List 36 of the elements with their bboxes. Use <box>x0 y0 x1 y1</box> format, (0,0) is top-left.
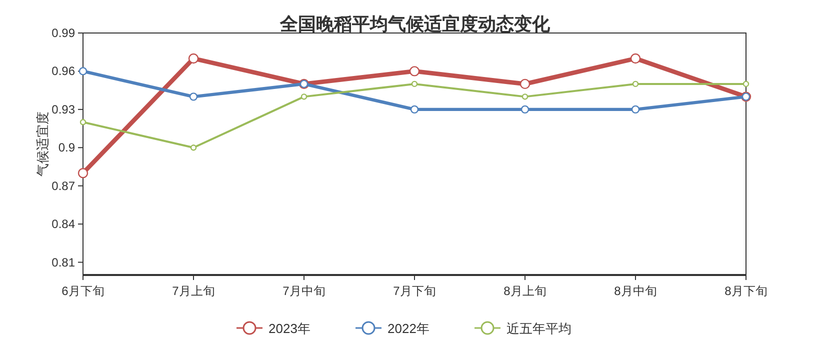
y-axis-title: 气候适宜度 <box>35 112 50 176</box>
point <box>80 119 86 126</box>
y-tick-label: 0.93 <box>52 102 76 116</box>
y-tick-label: 0.81 <box>52 255 76 270</box>
point <box>630 53 641 64</box>
point <box>522 94 528 100</box>
point <box>409 66 420 76</box>
x-tick-label: 8月中旬 <box>614 284 657 298</box>
point <box>190 144 197 151</box>
y-tick-label: 0.99 <box>52 26 76 40</box>
point <box>520 78 530 90</box>
y-tick-label: 0.9 <box>58 140 76 155</box>
point <box>188 53 199 64</box>
point <box>189 92 198 101</box>
x-tick-label: 7月上旬 <box>172 284 215 298</box>
point <box>632 80 639 88</box>
x-tick-label: 8月下旬 <box>724 284 768 298</box>
x-tick-label: 8月上旬 <box>504 284 546 298</box>
point <box>300 94 308 100</box>
point <box>520 105 530 114</box>
chart-title: 全国晚稻平均气候适宜度动态变化 <box>279 14 551 34</box>
point <box>742 80 750 88</box>
y-tick-label: 0.96 <box>52 64 76 78</box>
point <box>410 105 419 114</box>
point <box>78 168 88 178</box>
legend-label: 2022年 <box>388 321 430 336</box>
x-tick-label: 7月下旬 <box>393 284 436 298</box>
legend-label: 2023年 <box>268 321 310 336</box>
point <box>78 67 88 76</box>
y-tick-label: 0.84 <box>52 217 76 232</box>
point <box>631 105 640 114</box>
x-tick-label: 7月中旬 <box>282 284 326 298</box>
x-tick-label: 6月下旬 <box>62 284 104 298</box>
legend-label: 近五年平均 <box>506 321 572 336</box>
y-tick-label: 0.87 <box>52 178 76 193</box>
point <box>411 80 418 88</box>
